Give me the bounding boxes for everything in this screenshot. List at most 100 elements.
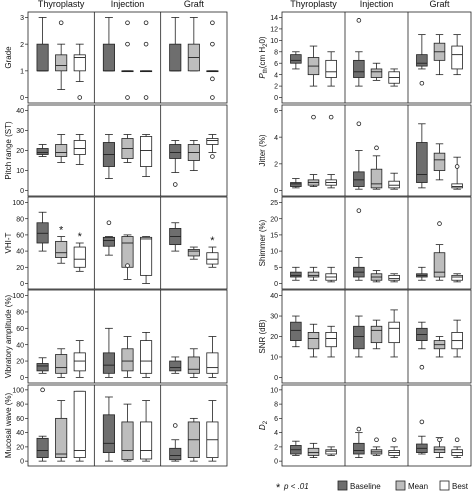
box-baseline xyxy=(102,414,115,453)
box-baseline xyxy=(290,54,302,64)
significance-star: * xyxy=(78,231,83,243)
y-tick-label: 0 xyxy=(274,281,278,288)
y-tick-label: 15 xyxy=(270,233,278,240)
y-tick-label: 60 xyxy=(16,326,24,333)
box-best xyxy=(388,274,400,281)
box-mean xyxy=(55,240,68,258)
y-tick-label: 4 xyxy=(274,135,278,142)
y-axis-label: Pitch range (ST) xyxy=(4,121,13,180)
y-axis-label: Mucosal wave (%) xyxy=(4,392,13,458)
box-baseline xyxy=(36,363,49,372)
legend-sig-text: p < .01 xyxy=(283,482,309,491)
group-title: Graft xyxy=(184,0,205,9)
group-title: Thyroplasty xyxy=(290,0,337,9)
outlier-point xyxy=(125,41,130,47)
outlier-point xyxy=(454,164,460,169)
box-mean xyxy=(121,236,134,268)
group-title: Injection xyxy=(111,0,145,9)
panel-frame xyxy=(281,104,472,197)
y-axis-label: SNR (dB) xyxy=(258,319,267,354)
box-baseline xyxy=(353,325,365,350)
box-baseline xyxy=(353,171,365,187)
box-mean xyxy=(370,68,383,78)
box-baseline xyxy=(353,442,365,455)
outlier-point xyxy=(356,121,362,127)
box-mean xyxy=(187,249,200,257)
box-mean xyxy=(55,144,68,157)
y-tick-label: 60 xyxy=(16,233,24,240)
panel-left-0: Thyroplasty Injection Graft 0 1 2 3 Grade xyxy=(4,0,228,104)
box-baseline xyxy=(290,182,302,187)
box-best xyxy=(325,449,337,455)
box-mean xyxy=(433,152,446,171)
legend: * p < .01 Baseline Mean Best xyxy=(276,480,469,494)
outlier-point xyxy=(437,437,442,443)
y-tick-label: 10 xyxy=(270,387,278,394)
box-best xyxy=(388,321,400,344)
legend-swatch-best xyxy=(439,480,450,491)
outlier-point xyxy=(210,76,215,82)
legend-label-mean: Mean xyxy=(408,482,428,491)
y-tick-label: 20 xyxy=(270,334,278,341)
box-best xyxy=(451,183,463,189)
panel-right-1: 0 2 4 6 Jitter (%) xyxy=(258,104,472,197)
legend-swatch-mean xyxy=(395,480,406,491)
box-baseline xyxy=(36,43,49,72)
outlier-point xyxy=(419,419,425,425)
box-baseline xyxy=(36,148,49,155)
y-tick-label: 80 xyxy=(16,310,24,317)
y-tick-label: 2 xyxy=(20,42,24,49)
outlier-point xyxy=(374,145,379,151)
y-tick-label: 2 xyxy=(274,84,278,91)
box-best xyxy=(73,140,86,155)
outlier-point xyxy=(143,20,149,26)
y-tick-label: 0 xyxy=(20,95,24,102)
y-axis-label: Pth(cm H20) xyxy=(258,36,269,78)
y-tick-label: 80 xyxy=(16,402,24,409)
box-baseline xyxy=(102,352,115,374)
box-best xyxy=(73,54,86,72)
y-tick-label: 25 xyxy=(270,200,278,207)
box-baseline xyxy=(169,43,182,72)
outlier-point xyxy=(210,20,215,26)
box-mean xyxy=(370,168,383,189)
panel-right-4: 0 2 4 6 8 10 D2 xyxy=(258,384,472,467)
outlier-point xyxy=(356,426,362,432)
y-tick-label: 0 xyxy=(20,281,24,288)
outlier-point xyxy=(210,154,215,159)
y-tick-label: 12 xyxy=(270,27,278,34)
box-baseline xyxy=(290,271,302,278)
outlier-point xyxy=(125,95,130,100)
panel-frame xyxy=(281,11,472,104)
box-best xyxy=(140,421,153,460)
outlier-point xyxy=(328,114,334,120)
box-mean xyxy=(121,348,134,372)
y-tick-label: 10 xyxy=(270,38,278,45)
y-tick-label: 20 xyxy=(270,216,278,223)
box-best xyxy=(73,390,86,458)
box-mean xyxy=(121,421,134,461)
y-tick-label: 6 xyxy=(274,108,278,115)
outlier-point xyxy=(419,80,425,86)
outlier-point xyxy=(356,208,362,213)
outlier-point xyxy=(172,182,178,187)
y-axis-label: Grade xyxy=(4,46,13,69)
y-tick-label: 0 xyxy=(274,95,278,102)
box-best xyxy=(206,138,219,145)
y-axis-label: Jitter (%) xyxy=(258,134,267,166)
box-best xyxy=(451,274,463,281)
box-mean xyxy=(370,325,383,344)
y-tick-label: 14 xyxy=(270,15,278,22)
box-baseline xyxy=(416,54,428,67)
y-tick-label: 40 xyxy=(16,430,24,437)
legend-label-best: Best xyxy=(452,482,469,491)
panel-frame xyxy=(281,384,472,467)
y-tick-label: 20 xyxy=(16,444,24,451)
outlier-point xyxy=(106,220,112,226)
box-baseline xyxy=(102,43,115,72)
panel-right-3: 0 10 20 30 40 SNR (dB) xyxy=(258,289,472,384)
box-mean xyxy=(55,354,68,374)
y-tick-label: 20 xyxy=(16,265,24,272)
